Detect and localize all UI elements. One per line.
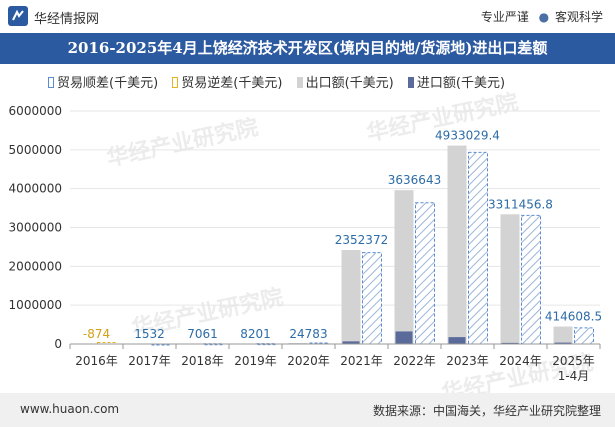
x-tick-label: 2018年	[181, 354, 224, 368]
title-bar: 2016-2025年4月上饶经济技术开发区(境内目的地/货源地)进出口差额	[0, 33, 615, 64]
y-tick-label: 5000000	[9, 143, 62, 157]
import-bar	[395, 331, 413, 344]
legend-swatch-import	[407, 77, 414, 88]
data-label: 7061	[187, 327, 218, 341]
surplus-bar	[521, 214, 541, 345]
legend-swatch-deficit	[172, 77, 179, 88]
huajing-logo-icon	[8, 6, 28, 26]
legend-swatch-surplus	[48, 77, 54, 88]
surplus-bar	[415, 202, 435, 345]
y-tick-label: 3000000	[9, 221, 62, 235]
legend-swatch-export	[296, 77, 303, 88]
x-tick-label: 2017年	[128, 354, 171, 368]
import-bar	[342, 341, 360, 344]
export-bar	[394, 190, 414, 344]
import-bar	[501, 342, 519, 344]
surplus-bar	[574, 327, 594, 345]
legend-label-surplus: 贸易顺差(千美元)	[57, 76, 159, 91]
legend-item-import[interactable]: 进口额(千美元)	[407, 72, 506, 91]
x-tick-label: 2024年	[499, 354, 542, 368]
x-tick-label: 2023年	[446, 354, 489, 368]
footer-url[interactable]: www.huaon.com	[20, 402, 120, 416]
surplus-bar	[362, 252, 382, 345]
import-bar	[554, 342, 572, 344]
data-label: 4933029.4	[435, 129, 500, 143]
y-tick-label: 0	[54, 337, 62, 351]
brand-name: 华经情报网	[34, 12, 100, 27]
x-tick-label: 2021年	[340, 354, 383, 368]
slogan: 专业严谨 ● 客观科学	[481, 8, 603, 25]
chart-title: 2016-2025年4月上饶经济技术开发区(境内目的地/货源地)进出口差额	[67, 39, 548, 57]
x-tick-label: 1-4月	[558, 369, 590, 383]
data-label: 3636643	[388, 173, 441, 187]
data-label: 3311456.8	[488, 197, 553, 211]
top-bar: 华经情报网 专业严谨 ● 客观科学	[0, 0, 615, 33]
footer-source: 数据来源：中国海关，华经产业研究院整理	[372, 404, 601, 418]
x-tick-label: 2022年	[393, 354, 436, 368]
x-tick-label: 2020年	[287, 354, 330, 368]
legend-label-deficit: 贸易逆差(千美元)	[181, 76, 283, 91]
surplus-bar	[468, 151, 488, 345]
legend-item-surplus[interactable]: 贸易顺差(千美元)	[48, 72, 158, 91]
y-tick-label: 4000000	[9, 182, 62, 196]
data-label: -874	[83, 327, 110, 341]
export-bar	[341, 250, 361, 344]
bullet-dot-icon: ●	[538, 10, 550, 24]
y-tick-label: 1000000	[9, 298, 62, 312]
import-bar	[448, 337, 466, 344]
chart-legend: 贸易顺差(千美元) 贸易逆差(千美元) 出口额(千美元) 进口额(千美元)	[48, 72, 515, 91]
slogan-tag-2: 客观科学	[554, 10, 603, 24]
legend-label-export: 出口额(千美元)	[305, 76, 394, 91]
footer-bar: www.huaon.com 数据来源：中国海关，华经产业研究院整理	[0, 393, 615, 427]
slogan-tag-1: 专业严谨	[480, 10, 529, 24]
data-label: 1532	[134, 327, 165, 341]
data-label: 414608.5	[545, 310, 602, 324]
legend-item-export[interactable]: 出口额(千美元)	[296, 72, 394, 91]
data-label: 8201	[240, 327, 271, 341]
bar-chart: 0 1000000 2000000 3000000 4000000 5000000 6000…	[9, 104, 603, 383]
export-bar	[553, 326, 573, 344]
legend-label-import: 进口额(千美元)	[416, 76, 506, 91]
data-label: 2352372	[335, 233, 388, 247]
data-label: 24783	[289, 327, 327, 341]
y-tick-label: 6000000	[9, 104, 62, 118]
export-bar	[447, 145, 467, 344]
x-tick-label: 2025年	[552, 354, 595, 368]
y-tick-label: 2000000	[9, 259, 62, 273]
legend-item-deficit[interactable]: 贸易逆差(千美元)	[172, 72, 282, 91]
x-tick-label: 2019年	[234, 354, 277, 368]
x-tick-label: 2016年	[75, 354, 118, 368]
export-bar	[500, 214, 520, 344]
